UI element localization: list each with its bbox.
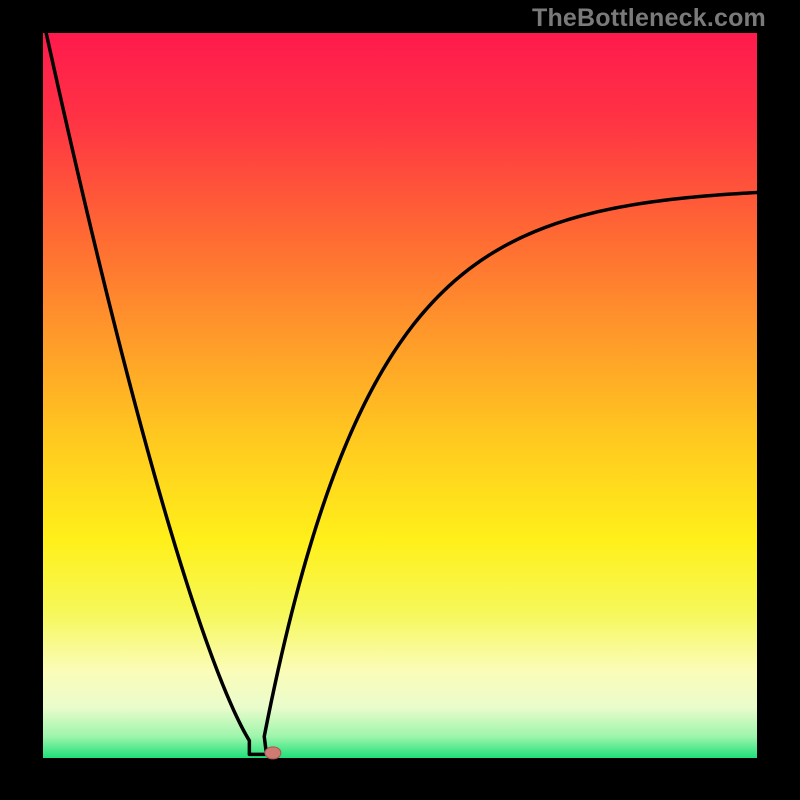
chart-stage: TheBottleneck.com xyxy=(0,0,800,800)
plot-area xyxy=(43,33,757,758)
watermark-text: TheBottleneck.com xyxy=(532,4,766,33)
chart-svg xyxy=(0,0,800,800)
minimum-marker xyxy=(265,747,281,759)
